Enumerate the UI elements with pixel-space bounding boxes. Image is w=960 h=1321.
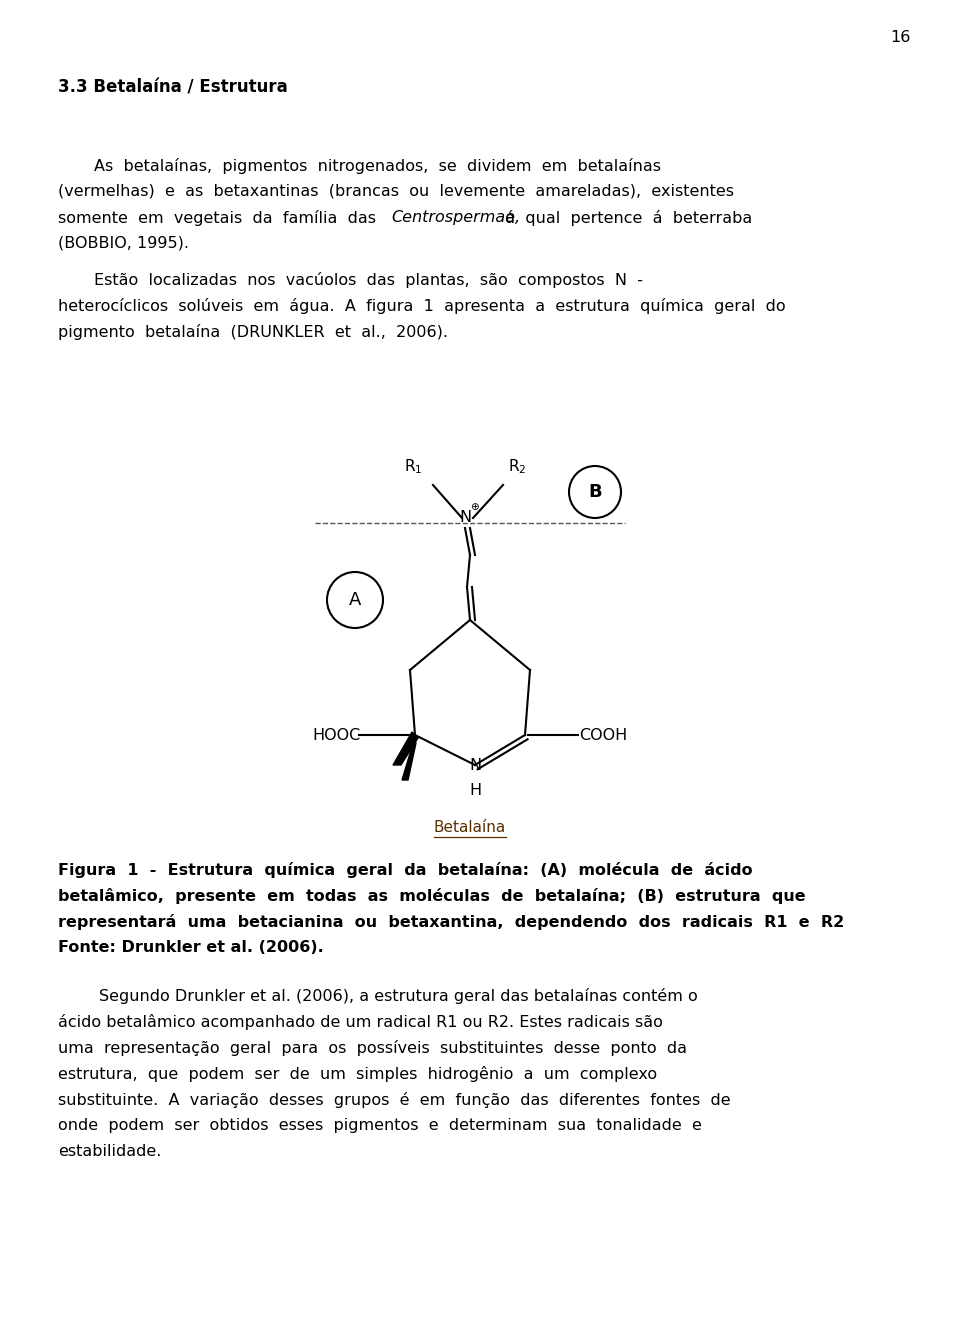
Text: somente  em  vegetais  da  família  das: somente em vegetais da família das [58, 210, 386, 226]
Text: As  betalaínas,  pigmentos  nitrogenados,  se  dividem  em  betalaínas: As betalaínas, pigmentos nitrogenados, s… [94, 159, 661, 174]
Text: H: H [468, 783, 481, 798]
Text: HOOC: HOOC [313, 728, 361, 742]
Text: Betalaína: Betalaína [434, 820, 506, 835]
Text: Segundo Drunkler et al. (2006), a estrutura geral das betalaínas contém o: Segundo Drunkler et al. (2006), a estrut… [58, 988, 698, 1004]
Text: B: B [588, 483, 602, 501]
Text: Centrospermae,: Centrospermae, [391, 210, 520, 225]
Text: N: N [468, 757, 481, 773]
Text: N: N [459, 510, 471, 526]
Text: $\oplus$: $\oplus$ [470, 502, 480, 513]
Text: Fonte: Drunkler et al. (2006).: Fonte: Drunkler et al. (2006). [58, 941, 324, 955]
Circle shape [569, 466, 621, 518]
Text: A: A [348, 590, 361, 609]
Text: estabilidade.: estabilidade. [58, 1144, 161, 1159]
Text: substituinte.  A  variação  desses  grupos  é  em  função  das  diferentes  font: substituinte. A variação desses grupos é… [58, 1092, 731, 1108]
Text: R$_1$: R$_1$ [404, 457, 422, 476]
Text: COOH: COOH [579, 728, 627, 742]
Text: onde  podem  ser  obtidos  esses  pigmentos  e  determinam  sua  tonalidade  e: onde podem ser obtidos esses pigmentos e… [58, 1118, 702, 1133]
Text: pigmento  betalaína  (DRUNKLER  et  al.,  2006).: pigmento betalaína (DRUNKLER et al., 200… [58, 324, 448, 339]
Text: (vermelhas)  e  as  betaxantinas  (brancas  ou  levemente  amareladas),  existen: (vermelhas) e as betaxantinas (brancas o… [58, 184, 734, 199]
Polygon shape [393, 732, 418, 765]
Text: representará  uma  betacianina  ou  betaxantina,  dependendo  dos  radicais  R1 : representará uma betacianina ou betaxant… [58, 914, 844, 930]
Text: ácido betalâmico acompanhado de um radical R1 ou R2. Estes radicais são: ácido betalâmico acompanhado de um radic… [58, 1015, 662, 1030]
Text: R$_2$: R$_2$ [508, 457, 526, 476]
Text: (BOBBIO, 1995).: (BOBBIO, 1995). [58, 236, 189, 251]
Text: heterocíclicos  solúveis  em  água.  A  figura  1  apresenta  a  estrutura  quím: heterocíclicos solúveis em água. A figur… [58, 299, 785, 314]
Text: Estão  localizadas  nos  vacúolos  das  plantas,  são  compostos  N  -: Estão localizadas nos vacúolos das plant… [94, 272, 643, 288]
Text: 3.3 Betalaína / Estrutura: 3.3 Betalaína / Estrutura [58, 78, 288, 96]
Text: 16: 16 [890, 30, 910, 45]
Text: betalâmico,  presente  em  todas  as  moléculas  de  betalaína;  (B)  estrutura : betalâmico, presente em todas as molécul… [58, 888, 805, 904]
Text: á  qual  pertence  á  beterraba: á qual pertence á beterraba [495, 210, 753, 226]
Polygon shape [402, 740, 416, 779]
Circle shape [327, 572, 383, 627]
Text: estrutura,  que  podem  ser  de  um  simples  hidrogênio  a  um  complexo: estrutura, que podem ser de um simples h… [58, 1066, 658, 1082]
Text: uma  representação  geral  para  os  possíveis  substituintes  desse  ponto  da: uma representação geral para os possívei… [58, 1040, 687, 1055]
Text: Figura  1  -  Estrutura  química  geral  da  betalaína:  (A)  molécula  de  ácid: Figura 1 - Estrutura química geral da be… [58, 863, 753, 878]
